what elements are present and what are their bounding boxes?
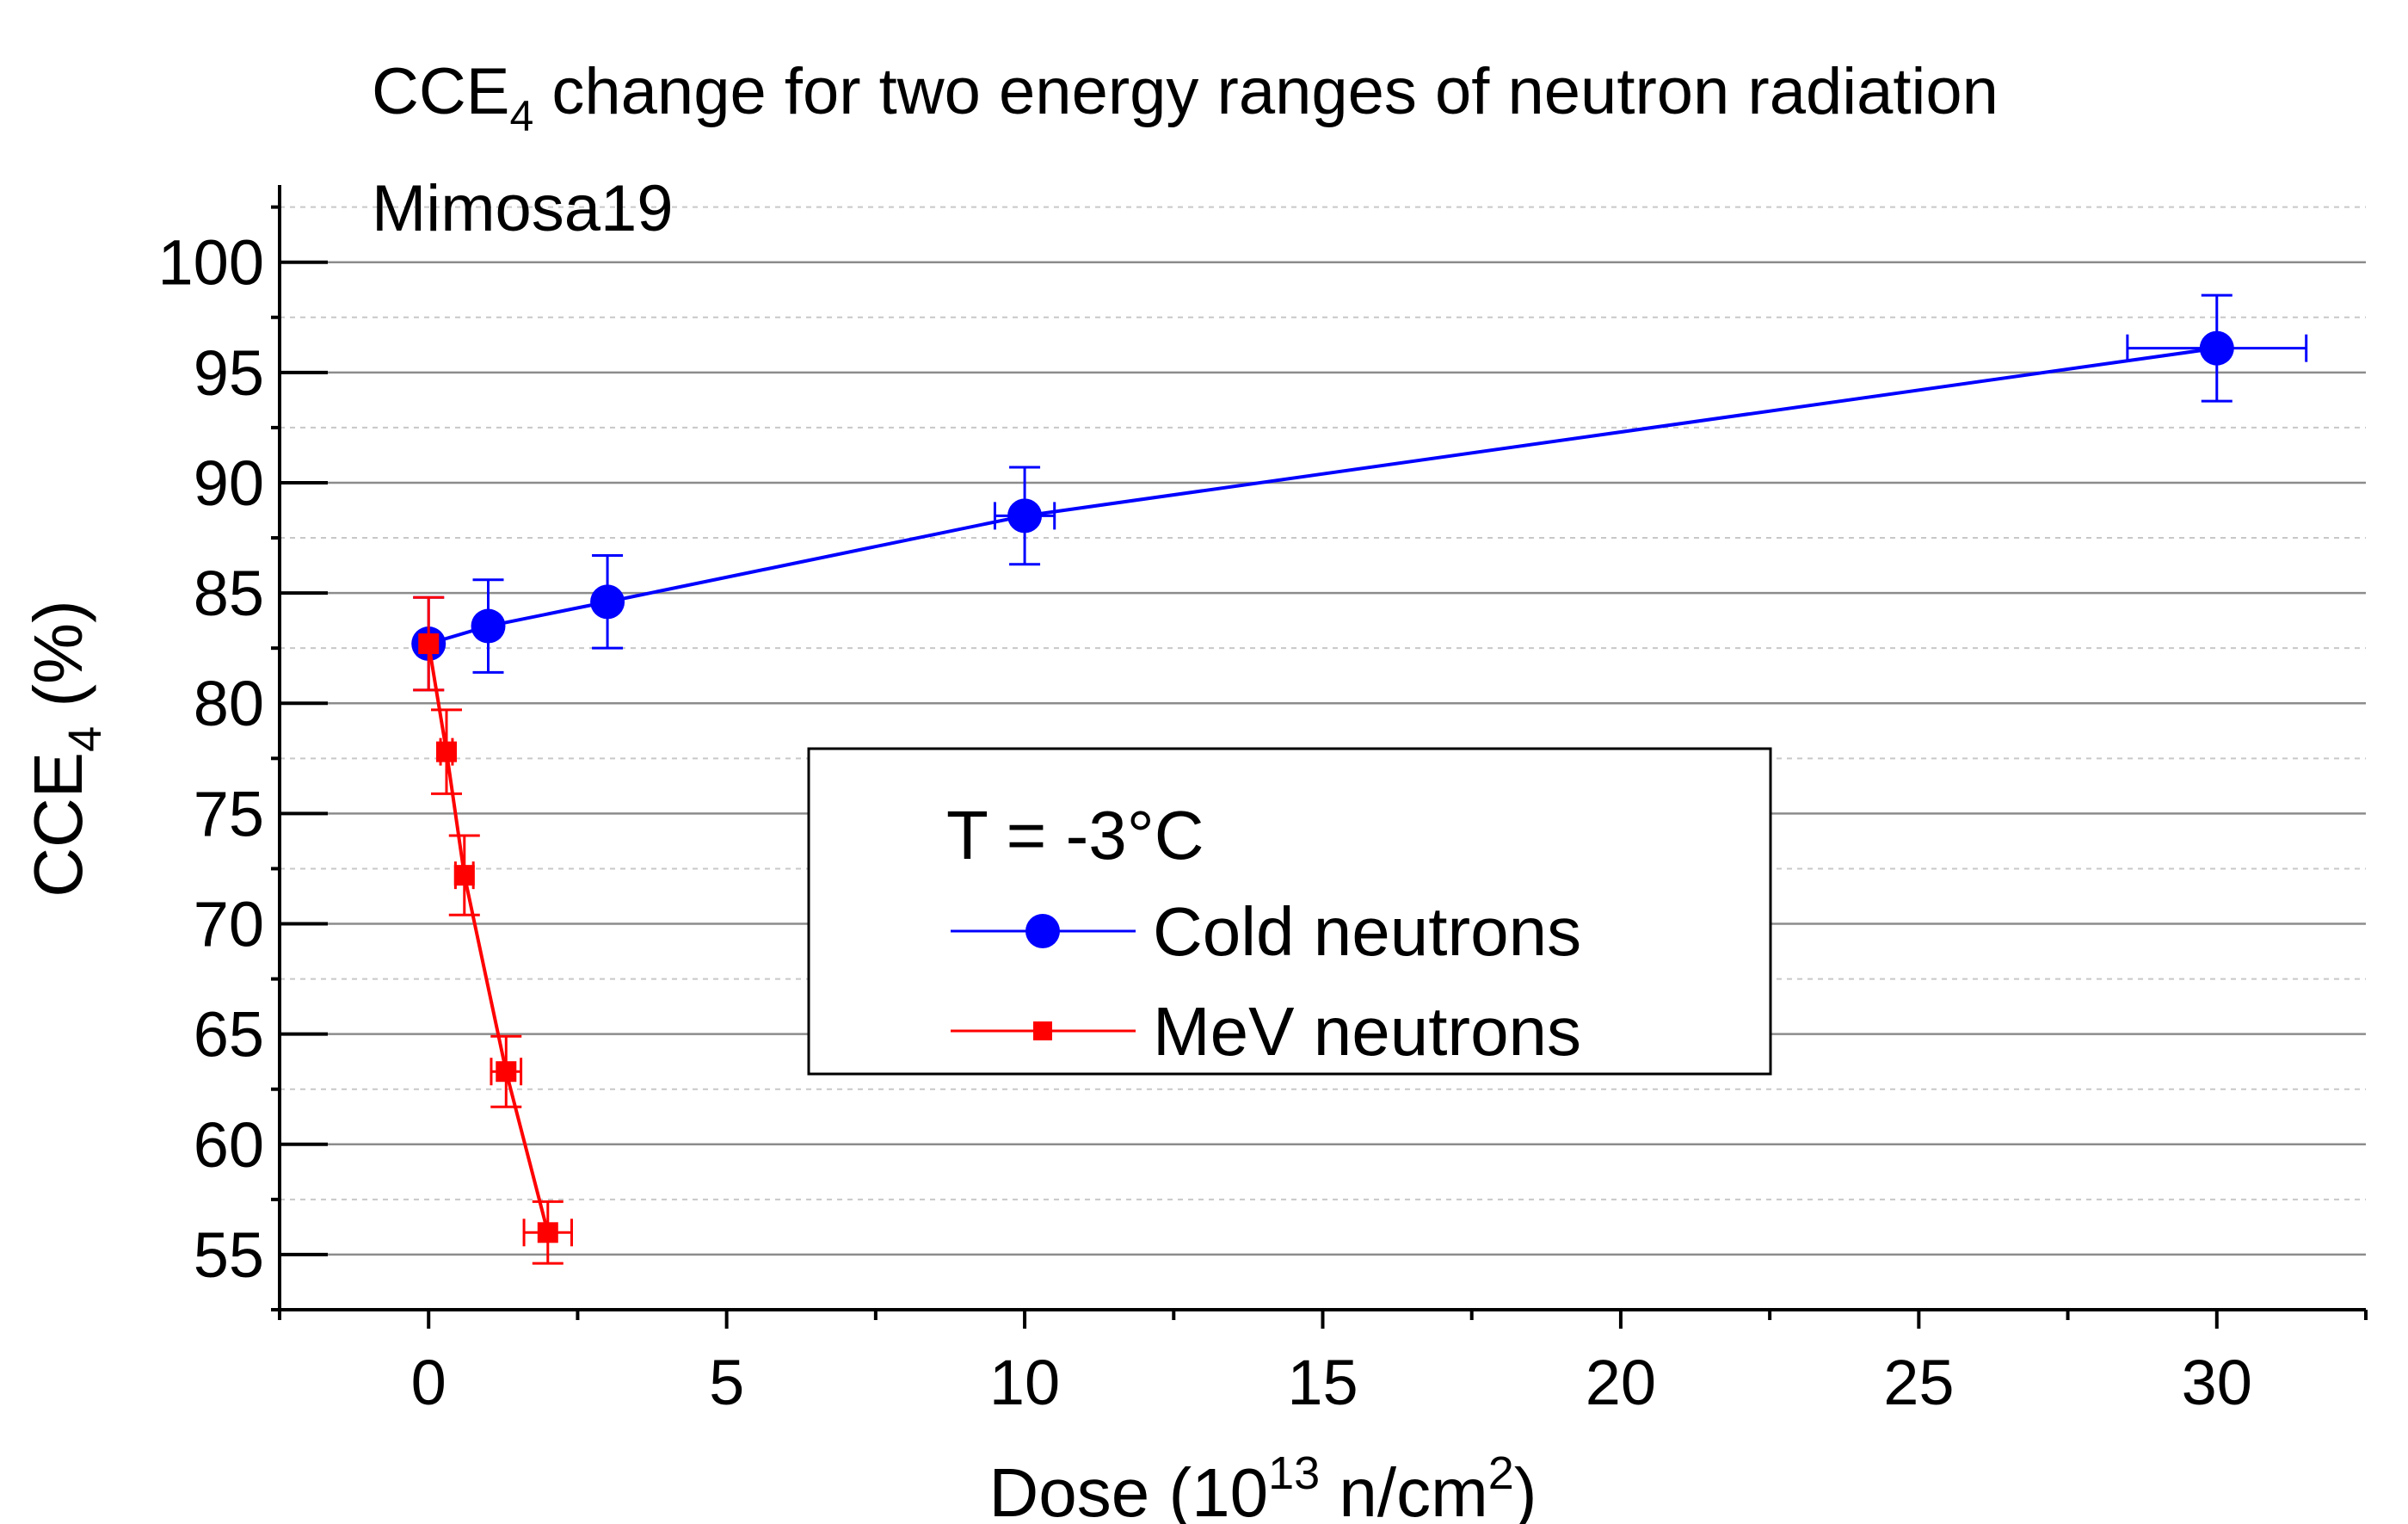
y-tick-label: 55 [194, 1219, 264, 1291]
series-layer [411, 293, 2308, 1265]
data-point-cold [590, 584, 625, 620]
legend: T = -3°C Cold neutrons MeV neutrons [807, 747, 1772, 1076]
data-point-mev [537, 1222, 558, 1243]
y-tick-label: 85 [194, 558, 264, 629]
x-tick-label: 25 [1883, 1347, 1954, 1418]
x-tick-label: 5 [709, 1347, 744, 1418]
legend-entry-mev-neutrons: MeV neutrons [951, 993, 1581, 1070]
chart-subtitle: Mimosa19 [372, 172, 674, 245]
x-tick-label: 10 [989, 1347, 1060, 1418]
y-axis-label: CCE4 (%) [20, 600, 111, 898]
y-tick-label: 90 [194, 447, 264, 519]
x-tick-label: 15 [1287, 1347, 1358, 1418]
chart-title: CCE4 change for two energy ranges of neu… [372, 55, 1998, 140]
legend-label-mev: MeV neutrons [1153, 993, 1581, 1070]
y-tick-label: 70 [194, 889, 264, 960]
data-point-mev [496, 1061, 517, 1083]
legend-label-cold: Cold neutrons [1153, 893, 1581, 970]
x-tick-label: 0 [411, 1347, 446, 1418]
data-point-mev [436, 741, 457, 762]
legend-entry-cold-neutrons: Cold neutrons [951, 893, 1581, 970]
legend-box [807, 747, 1772, 1076]
series-line [428, 346, 2218, 645]
x-axis-label: Dose (1013 n/cm2) [989, 1447, 1537, 1524]
y-tick-label: 80 [194, 668, 264, 739]
axes-layer: 55 60 65 70 75 80 85 90 95 100 0 5 10 15 20 25 30 [158, 185, 2368, 1418]
chart-title-text: CCE4 change for two energy ranges of neu… [372, 55, 1998, 140]
data-point-cold [471, 608, 506, 644]
y-tick-label: 65 [194, 999, 264, 1071]
data-point-cold [1007, 498, 1043, 534]
x-tick-label: 20 [1586, 1347, 1656, 1418]
y-tick-label: 75 [194, 778, 264, 849]
legend-marker-mev [1033, 1021, 1052, 1040]
y-tick-label: 60 [194, 1109, 264, 1181]
y-tick-label: 100 [158, 227, 264, 299]
data-point-mev [453, 865, 475, 886]
data-point-mev [418, 633, 440, 655]
legend-marker-cold [1025, 914, 1060, 948]
legend-header: T = -3°C [946, 797, 1204, 873]
x-tick-label: 30 [2182, 1347, 2252, 1418]
y-tick-label: 95 [194, 337, 264, 409]
data-point-cold [2199, 330, 2234, 366]
